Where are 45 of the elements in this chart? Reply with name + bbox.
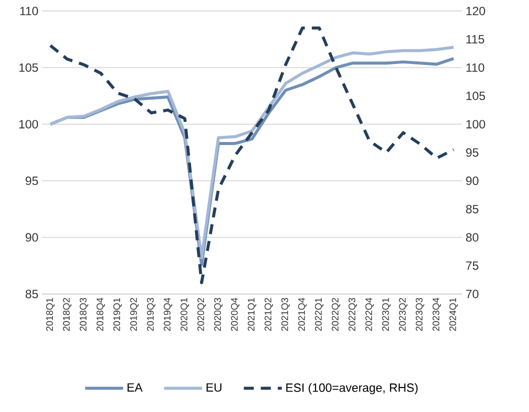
y-tick-label: 95 — [26, 176, 38, 186]
x-tick-label: 2020Q2 — [197, 298, 206, 331]
x-tick-label: 2022Q4 — [365, 298, 374, 331]
legend-label: EA — [128, 383, 143, 392]
x-tick-label: 2024Q1 — [449, 298, 458, 331]
x-tick-label: 2023Q1 — [382, 298, 391, 331]
x-tick-label: 2021Q3 — [281, 298, 290, 331]
y2-tick-label: 115 — [466, 35, 484, 44]
x-tick-label: 2023Q4 — [432, 298, 442, 331]
y2-tick-label: 120 — [466, 6, 486, 16]
x-tick-label: 2023Q3 — [416, 298, 424, 331]
x-tick-label: 2019Q4 — [164, 298, 172, 331]
y2-tick-label: 95 — [466, 148, 478, 157]
x-tick-label: 2022Q2 — [332, 298, 340, 331]
x-tick-label: 2018Q3 — [80, 298, 88, 331]
x-tick-label: 2019Q2 — [130, 298, 139, 331]
x-tick-label: 2019Q3 — [146, 298, 156, 331]
y-tick-label: 100 — [19, 120, 38, 128]
y2-tick-label: 80 — [466, 233, 478, 242]
y-tick-label: 90 — [26, 233, 38, 242]
legend-label: ESI (100=average, RHS) — [286, 383, 418, 394]
y-tick-label: 110 — [20, 6, 38, 16]
y-tick-label: 85 — [26, 290, 38, 298]
x-tick-label: 2020Q1 — [180, 298, 190, 331]
x-tick-label: 2021Q4 — [298, 298, 307, 331]
y2-tick-label: 105 — [466, 92, 486, 100]
x-tick-label: 2022Q1 — [314, 298, 324, 331]
x-tick-label: 2020Q3 — [214, 298, 223, 331]
y2-tick-label: 75 — [466, 262, 478, 270]
x-tick-label: 2018Q4 — [96, 298, 106, 331]
y2-tick-label: 70 — [466, 290, 478, 298]
x-tick-label: 2022Q3 — [348, 298, 358, 331]
x-tick-label: 2023Q2 — [398, 298, 408, 331]
x-tick-label: 2021Q2 — [264, 298, 274, 331]
x-tick-label: 2018Q2 — [62, 298, 72, 331]
y-tick-label: 105 — [19, 63, 38, 72]
legend-label: EU — [206, 383, 222, 392]
x-tick-label: 2020Q4 — [230, 298, 240, 331]
x-tick-label: 2019Q1 — [113, 298, 122, 331]
x-tick-label: 2018Q1 — [46, 298, 55, 331]
x-tick-label: 2021Q1 — [248, 298, 256, 331]
y2-tick-label: 90 — [466, 176, 478, 186]
y2-tick-label: 100 — [466, 120, 486, 128]
y2-tick-label: 110 — [466, 63, 484, 72]
y2-tick-label: 85 — [466, 204, 478, 214]
